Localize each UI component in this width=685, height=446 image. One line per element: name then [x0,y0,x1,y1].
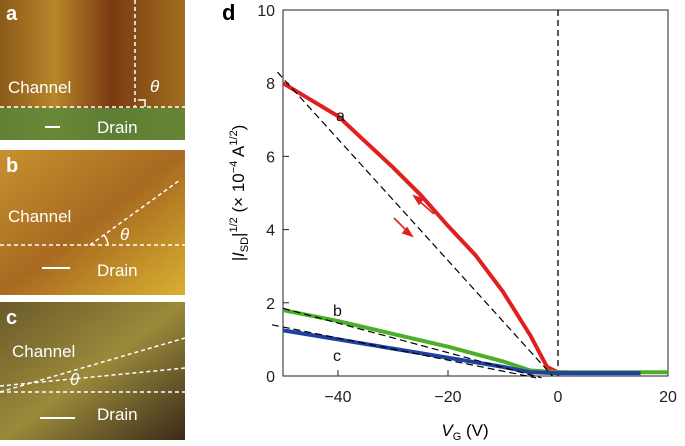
micrograph-b [0,150,185,295]
panel-label: d [222,0,235,25]
channel-label: Channel [8,78,71,97]
drain-label: Drain [97,118,138,137]
channel-label: Channel [8,207,71,226]
channel-label: Channel [12,342,75,361]
x-label-part: (V) [461,421,488,440]
panel-label: c [6,307,17,329]
series-line [283,328,641,376]
y-tick-label: 0 [266,369,275,386]
y-tick-label: 8 [266,76,275,93]
plot-frame [282,9,669,377]
y-label-part: 1/2 [228,130,240,145]
series-line [283,81,569,375]
angle-label: θ [120,225,130,244]
y-label-part: −4 [228,161,240,174]
micrograph-a [0,0,185,140]
series-label: a [336,108,345,125]
panel-label: b [6,155,18,177]
angle-label: θ [150,77,160,96]
y-label-part: (× 10 [229,173,248,217]
fit-line [277,71,553,377]
x-axis-label: VG (V) [441,421,488,443]
x-label-part: G [453,431,462,443]
angle-label: θ [70,370,80,389]
y-tick-label: 6 [266,149,275,166]
y-label-part: A [229,145,248,161]
series-label: c [333,348,341,365]
y-axis-label: |ISD|1/2 (× 10−4 A1/2) [228,125,251,262]
y-tick-label: 4 [266,223,275,240]
y-label-part: SD [239,237,251,252]
fit-line [282,307,542,379]
y-label-part: |I [229,252,248,261]
y-label-part: 1/2 [228,217,240,232]
micrograph-c [0,302,186,440]
x-tick-label: 20 [659,389,677,406]
y-tick-label: 10 [257,3,275,20]
y-tick-label: 2 [266,296,275,313]
y-label-part: ) [229,125,248,131]
sweep-arrows [393,194,435,238]
y-label-part: | [229,233,248,237]
series-label: b [333,303,342,320]
panel-label: a [6,3,18,25]
drain-label: Drain [97,405,138,424]
fit-line [271,324,537,379]
x-label-part: V [441,421,454,440]
x-tick-label: −20 [434,389,461,406]
x-tick-label: 0 [554,389,563,406]
drain-label: Drain [97,261,138,280]
x-tick-label: −40 [324,389,351,406]
